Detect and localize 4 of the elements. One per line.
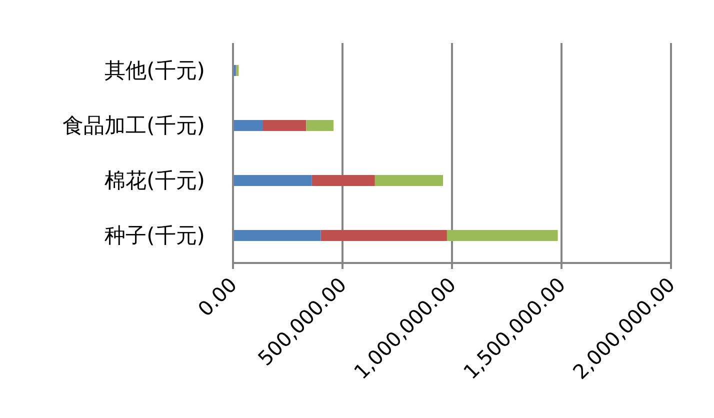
y-tick-label: 种子(千元)	[104, 224, 205, 248]
y-tick-label: 食品加工(千元)	[62, 114, 205, 138]
y-tick-label: 棉花(千元)	[104, 168, 205, 192]
y-tick-label: 其他(千元)	[104, 58, 205, 82]
